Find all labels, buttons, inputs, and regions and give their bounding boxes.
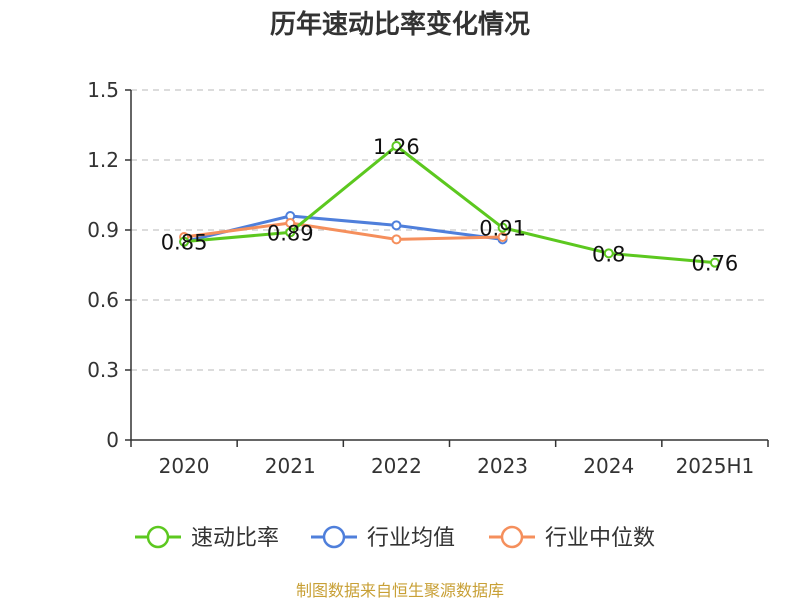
- y-tick-label: 0: [106, 428, 119, 452]
- y-tick-label: 0.9: [87, 218, 119, 242]
- chart-title: 历年速动比率变化情况: [270, 9, 530, 40]
- data-labels: 0.85 0.89 1.26 0.91 0.8 0.76: [161, 135, 739, 276]
- x-tick-label: 2021: [265, 454, 316, 478]
- y-tick-label: 1.5: [87, 78, 119, 102]
- data-point: [391, 220, 402, 231]
- data-point: [179, 236, 190, 247]
- data-point: [709, 257, 720, 268]
- data-label: 0.76: [692, 252, 739, 276]
- legend-item-0[interactable]: 速动比率: [135, 525, 279, 551]
- legend-marker: [322, 525, 346, 549]
- y-tick-label: 1.2: [87, 148, 119, 172]
- data-label: 0.8: [592, 242, 625, 266]
- series-lines: [179, 141, 720, 268]
- legend-item-2[interactable]: 行业中位数: [489, 525, 655, 551]
- x-tick-label: 2023: [477, 454, 528, 478]
- x-tick-label: 2025H1: [676, 454, 755, 478]
- data-label: 1.26: [373, 135, 420, 159]
- data-point: [497, 222, 508, 233]
- legend-marker: [500, 525, 524, 549]
- y-tick-label: 0.6: [87, 288, 119, 312]
- series-line-0: [183, 144, 716, 265]
- data-point: [391, 141, 402, 151]
- legend[interactable]: 速动比率 行业均值 行业中位数: [135, 525, 655, 551]
- data-point: [285, 218, 296, 228]
- source-note: 制图数据来自恒生聚源数据库: [296, 581, 504, 600]
- data-label: 0.89: [267, 221, 314, 245]
- data-label: 0.91: [479, 217, 526, 241]
- x-tick-label: 2024: [583, 454, 634, 478]
- x-tick-label: 2022: [371, 454, 422, 478]
- legend-label: 速动比率: [191, 526, 279, 551]
- grid-lines: [131, 89, 768, 371]
- legend-label: 行业中位数: [545, 526, 655, 551]
- legend-marker: [146, 525, 170, 549]
- legend-item-1[interactable]: 行业均值: [311, 525, 455, 551]
- axes: 0 0.3 0.6 0.9 1.2 1.5 2020 2021 2022 2023 2024 2025…: [87, 78, 769, 478]
- data-point: [603, 248, 614, 259]
- data-point: [391, 234, 402, 245]
- legend-label: 行业均值: [367, 526, 455, 551]
- y-tick-label: 0.3: [87, 358, 119, 382]
- data-point: [497, 232, 508, 242]
- data-label: 0.85: [161, 231, 208, 255]
- data-point: [285, 227, 296, 238]
- series-line-2: [183, 221, 503, 241]
- x-tick-label: 2020: [159, 454, 210, 478]
